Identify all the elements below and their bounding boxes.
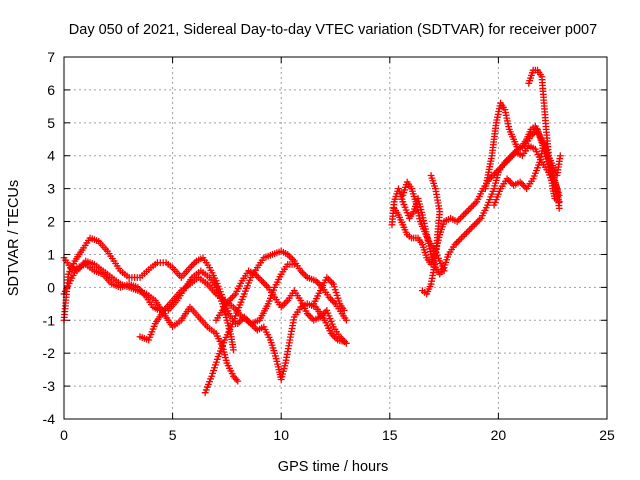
data-point <box>505 177 513 184</box>
y-tick-label: 0 <box>47 279 55 295</box>
data-point <box>263 282 270 290</box>
y-tick-label: 2 <box>47 214 55 230</box>
data-point <box>258 277 266 285</box>
x-axis-label: GPS time / hours <box>278 459 388 475</box>
data-point <box>259 279 267 286</box>
y-tick-label: -3 <box>43 378 56 394</box>
series-track-13 <box>490 139 564 209</box>
x-tick-label: 15 <box>382 427 398 443</box>
y-tick-label: -4 <box>43 411 56 427</box>
y-tick-label: 7 <box>47 49 55 65</box>
series-track-11 <box>418 172 444 298</box>
data-point <box>459 232 467 240</box>
data-point <box>282 298 290 306</box>
data-point <box>464 228 472 235</box>
data-point <box>471 221 478 229</box>
data-point <box>330 298 338 306</box>
data-points <box>60 66 564 397</box>
plot-frame <box>63 56 608 420</box>
data-point <box>461 231 469 239</box>
data-point <box>456 236 464 244</box>
x-tick-label: 5 <box>169 427 177 443</box>
data-point <box>518 180 526 188</box>
data-point <box>281 300 288 308</box>
data-point <box>237 316 245 324</box>
data-point <box>188 262 196 270</box>
y-tick-label: 1 <box>47 246 55 262</box>
y-axis-label: SDTVAR / TECUs <box>6 180 22 296</box>
series-track-12 <box>481 99 563 212</box>
data-point <box>454 237 462 245</box>
data-point <box>455 216 463 224</box>
x-tick-label: 20 <box>491 427 507 443</box>
data-point <box>230 346 237 354</box>
data-point <box>466 204 474 212</box>
data-point <box>467 224 475 232</box>
data-point <box>279 302 287 309</box>
data-point <box>555 198 563 206</box>
data-point <box>453 239 460 247</box>
chart-grid <box>64 57 607 419</box>
data-point <box>254 274 262 281</box>
x-tick-label: 10 <box>273 427 289 443</box>
axis-ticks: 0 5 10 15 20 25 -4 -3 -2 -1 0 1 2 3 4 5 6 7 <box>43 49 615 443</box>
y-tick-label: 3 <box>47 181 55 197</box>
y-tick-label: -1 <box>43 312 56 328</box>
y-tick-label: 4 <box>47 148 55 164</box>
data-point <box>427 172 435 179</box>
data-point <box>555 204 563 212</box>
data-point <box>342 316 350 324</box>
data-point <box>327 295 335 303</box>
data-point <box>465 206 472 214</box>
data-point <box>461 209 469 217</box>
chart-title: Day 050 of 2021, Sidereal Day-to-day VTE… <box>69 22 597 38</box>
data-point <box>556 152 564 160</box>
data-point <box>458 234 465 242</box>
data-point <box>474 218 482 225</box>
data-point <box>466 226 474 234</box>
y-tick-label: -2 <box>43 345 56 361</box>
data-point <box>468 203 476 211</box>
data-point <box>298 269 306 276</box>
data-point <box>340 307 348 314</box>
series-track-4 <box>136 260 298 344</box>
x-tick-label: 25 <box>599 427 615 443</box>
data-point <box>261 280 269 288</box>
data-point <box>462 229 470 237</box>
data-point <box>228 293 236 301</box>
data-point <box>300 270 308 278</box>
x-tick-label: 0 <box>60 427 68 443</box>
data-point <box>440 267 448 275</box>
data-point <box>469 223 477 230</box>
series-track-5 <box>201 247 350 397</box>
data-point <box>458 213 466 221</box>
data-point <box>463 208 471 216</box>
y-tick-label: 6 <box>47 82 55 98</box>
data-point <box>326 277 334 285</box>
series-track-15 <box>399 178 448 275</box>
data-point <box>472 219 480 227</box>
data-point <box>340 338 348 346</box>
data-point <box>287 254 295 262</box>
data-point <box>256 275 264 283</box>
data-point <box>470 201 477 209</box>
data-point <box>460 211 468 219</box>
series-track-8 <box>310 274 348 314</box>
data-point <box>234 377 242 385</box>
series-track-14 <box>525 66 563 206</box>
data-point <box>227 295 235 303</box>
y-tick-label: 5 <box>47 115 55 131</box>
data-point <box>189 260 197 268</box>
data-point <box>521 183 529 191</box>
